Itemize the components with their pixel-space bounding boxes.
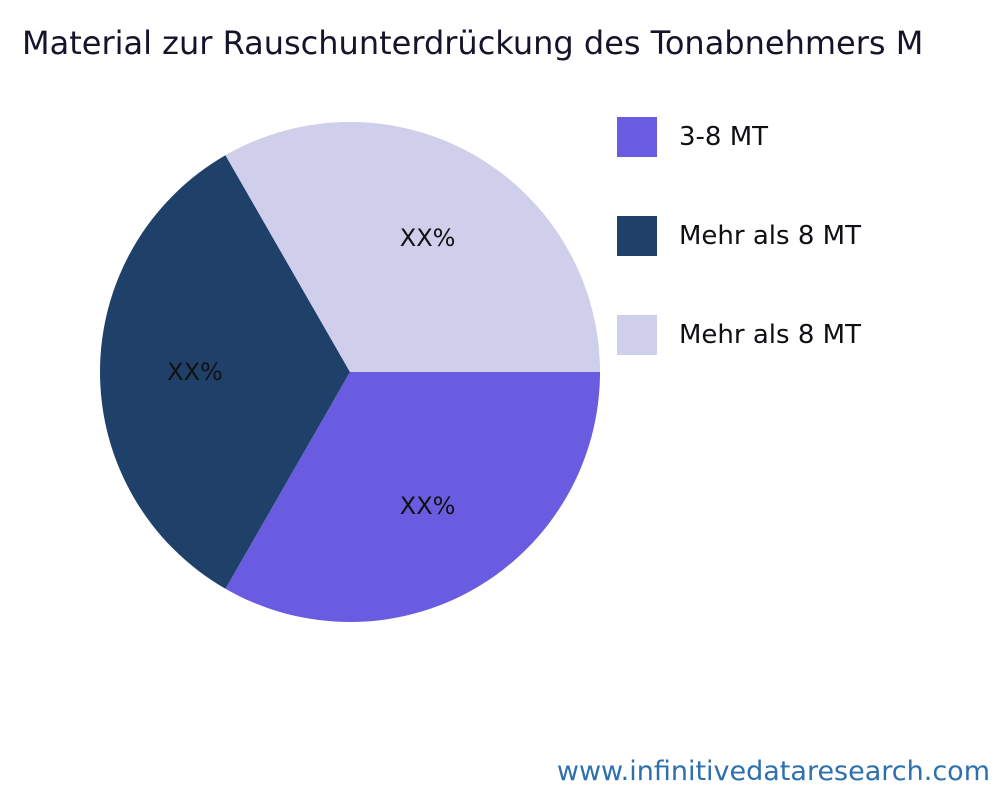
legend-label: Mehr als 8 MT [679,320,861,350]
chart-title: Material zur Rauschunterdrückung des Ton… [22,24,924,62]
legend-item: Mehr als 8 MT [617,315,861,355]
legend-item: 3-8 MT [617,117,861,157]
legend-label: Mehr als 8 MT [679,221,861,251]
pie-chart: XX% XX% XX% [90,112,610,632]
slice-label: XX% [400,492,456,520]
pie-slice [225,121,600,372]
slice-label: XX% [167,358,223,386]
pie-chart-svg: XX% XX% XX% [99,121,600,623]
legend-item: Mehr als 8 MT [617,216,861,256]
pie-slice [99,155,350,589]
legend-label: 3-8 MT [679,122,769,152]
legend-swatch [617,216,657,256]
legend: 3-8 MT Mehr als 8 MT Mehr als 8 MT [617,117,861,414]
slice-label: XX% [400,224,456,252]
pie-slice [225,372,600,623]
watermark-url: www.infinitivedataresearch.com [556,756,990,787]
legend-swatch [617,117,657,157]
legend-swatch [617,315,657,355]
